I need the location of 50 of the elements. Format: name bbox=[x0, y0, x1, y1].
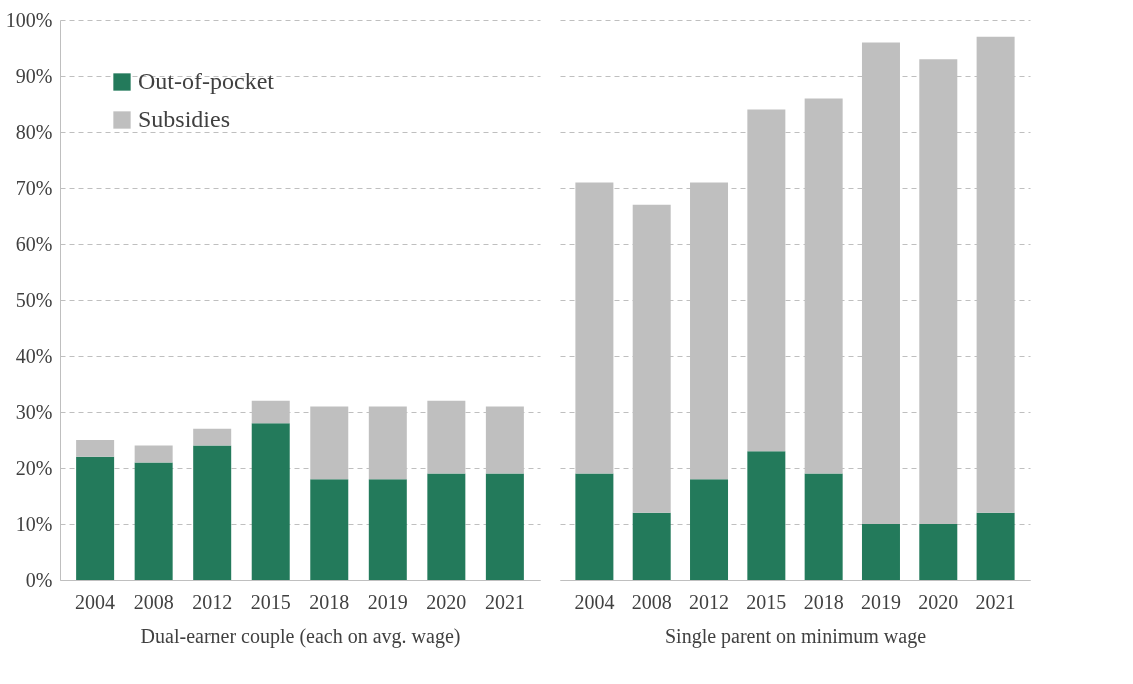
x-tick-label: 2008 bbox=[133, 590, 174, 613]
x-tick-label: 2020 bbox=[426, 590, 467, 613]
x-tick-label: 2012 bbox=[192, 590, 233, 613]
bar bbox=[134, 445, 173, 463]
bar bbox=[193, 445, 232, 580]
legend-label: Out-of-pocket bbox=[138, 68, 275, 94]
bar bbox=[134, 462, 173, 580]
bar bbox=[251, 423, 290, 580]
x-tick-label: 2021 bbox=[975, 590, 1016, 613]
y-tick-label: 30% bbox=[15, 400, 53, 423]
bar bbox=[690, 479, 729, 580]
x-tick-label: 2008 bbox=[631, 590, 672, 613]
y-tick-label: 10% bbox=[15, 512, 53, 535]
bar bbox=[747, 451, 786, 580]
bar bbox=[861, 524, 900, 580]
bar bbox=[310, 479, 349, 580]
legend-label: Subsidies bbox=[138, 106, 231, 132]
bar bbox=[76, 456, 115, 580]
y-tick-label: 90% bbox=[15, 64, 53, 87]
x-tick-label: 2020 bbox=[918, 590, 959, 613]
bar bbox=[575, 473, 614, 580]
x-tick-label: 2019 bbox=[367, 590, 408, 613]
y-tick-label: 20% bbox=[15, 456, 53, 479]
x-tick-label: 2012 bbox=[689, 590, 730, 613]
x-axis-title: Single parent on minimum wage bbox=[664, 624, 927, 648]
bar bbox=[485, 473, 524, 580]
y-tick-label: 100% bbox=[5, 8, 53, 31]
bar bbox=[976, 512, 1015, 580]
y-tick-label: 80% bbox=[15, 120, 53, 143]
x-tick-label: 2004 bbox=[75, 590, 116, 613]
bar bbox=[804, 473, 843, 580]
x-tick-label: 2018 bbox=[803, 590, 844, 613]
bar bbox=[919, 524, 958, 580]
y-tick-label: 70% bbox=[15, 176, 53, 199]
y-tick-label: 60% bbox=[15, 232, 53, 255]
x-tick-label: 2004 bbox=[574, 590, 615, 613]
x-tick-label: 2018 bbox=[309, 590, 350, 613]
x-tick-label: 2021 bbox=[484, 590, 525, 613]
x-tick-label: 2015 bbox=[250, 590, 291, 613]
bar bbox=[368, 479, 407, 580]
y-tick-label: 50% bbox=[15, 288, 53, 311]
x-axis-title: Dual-earner couple (each on avg. wage) bbox=[140, 624, 461, 648]
x-tick-label: 2019 bbox=[860, 590, 901, 613]
bar bbox=[76, 440, 115, 457]
x-tick-label: 2015 bbox=[746, 590, 787, 613]
y-tick-label: 0% bbox=[25, 568, 53, 591]
bar bbox=[632, 512, 671, 580]
bar bbox=[427, 473, 466, 580]
bar bbox=[193, 428, 232, 446]
y-tick-label: 40% bbox=[15, 344, 53, 367]
